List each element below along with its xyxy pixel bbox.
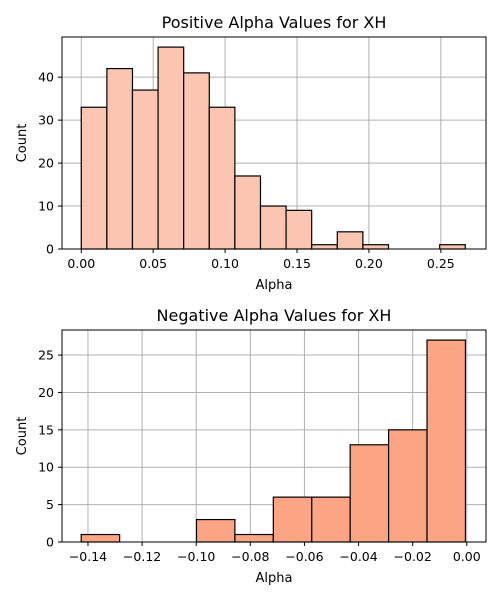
- x-tick-label: 0.15: [283, 256, 311, 271]
- histogram-bar: [234, 175, 262, 250]
- histogram-bars: [80, 46, 466, 250]
- histogram-bar: [157, 46, 185, 250]
- y-tick-label: 0: [46, 535, 54, 550]
- y-tick-label: 20: [38, 156, 54, 171]
- x-tick-label: 0.10: [211, 256, 239, 271]
- y-tick-label: 40: [38, 70, 54, 85]
- histogram-bar: [362, 244, 390, 250]
- y-tick-label: 10: [38, 199, 54, 214]
- x-tick-label: −0.12: [123, 549, 161, 564]
- x-tick-label: −0.04: [339, 549, 377, 564]
- x-tick-label: 0.25: [427, 256, 455, 271]
- histogram-bars: [80, 339, 467, 543]
- positive-alpha-panel: 0.00 0.05 0.10 0.15 0.20 0.25 0 10 20 30 40 Positiv…: [15, 13, 487, 293]
- histogram-bar: [349, 444, 390, 543]
- y-tick-label: 5: [46, 497, 54, 512]
- y-tick-label: 15: [38, 422, 54, 437]
- histogram-bar: [195, 518, 236, 543]
- histogram-bar: [272, 496, 313, 543]
- histogram-bar: [387, 429, 428, 543]
- x-tick-label: −0.08: [231, 549, 269, 564]
- x-tick-label: −0.02: [394, 549, 432, 564]
- histogram-bar: [311, 244, 338, 250]
- histogram-bar: [311, 496, 351, 543]
- histogram-bar: [80, 533, 121, 543]
- x-axis-label: Alpha: [256, 571, 293, 586]
- y-tick-label: 20: [38, 385, 54, 400]
- y-axis-ticks: 0 5 10 15 20 25: [38, 348, 62, 550]
- histogram-bar: [183, 72, 210, 250]
- histogram-bar: [80, 106, 108, 250]
- histogram-bar: [439, 244, 466, 250]
- x-axis-ticks: −0.14 −0.12 −0.10 −0.08 −0.06 −0.04 −0.02 0.00: [69, 542, 481, 564]
- histogram-bar: [426, 339, 467, 543]
- x-tick-label: 0.20: [355, 256, 383, 271]
- histogram-bar: [106, 67, 134, 250]
- y-tick-label: 25: [38, 348, 54, 363]
- x-axis-label: Alpha: [256, 278, 293, 293]
- histogram-bar: [234, 533, 274, 543]
- negative-alpha-panel: −0.14 −0.12 −0.10 −0.08 −0.06 −0.04 −0.02 0.00 0…: [15, 306, 487, 586]
- x-tick-label: 0.00: [67, 256, 95, 271]
- histogram-bar: [285, 209, 313, 250]
- x-tick-label: −0.10: [177, 549, 215, 564]
- histogram-bar: [336, 231, 364, 250]
- y-axis-label: Count: [15, 124, 30, 163]
- x-axis-ticks: 0.00 0.05 0.10 0.15 0.20 0.25: [67, 249, 455, 271]
- y-axis-label: Count: [15, 417, 30, 456]
- chart-title: Positive Alpha Values for XH: [162, 13, 387, 32]
- x-tick-label: −0.06: [285, 549, 323, 564]
- histogram-bar: [259, 205, 287, 250]
- x-tick-label: −0.14: [69, 549, 107, 564]
- x-tick-label: 0.00: [453, 549, 481, 564]
- x-tick-label: 0.05: [139, 256, 167, 271]
- chart-title: Negative Alpha Values for XH: [157, 306, 392, 325]
- y-tick-label: 10: [38, 460, 54, 475]
- plot-frame: [61, 329, 487, 543]
- plot-frame: [61, 36, 487, 250]
- y-tick-label: 0: [46, 242, 54, 257]
- histogram-bar: [131, 89, 159, 250]
- y-axis-ticks: 0 10 20 30 40: [38, 70, 62, 257]
- histogram-bar: [208, 106, 236, 250]
- y-tick-label: 30: [38, 113, 54, 128]
